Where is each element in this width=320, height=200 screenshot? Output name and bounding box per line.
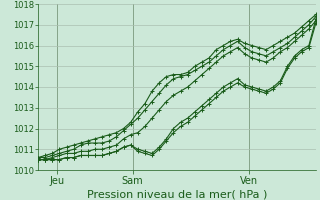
X-axis label: Pression niveau de la mer( hPa ): Pression niveau de la mer( hPa ): [87, 190, 267, 200]
